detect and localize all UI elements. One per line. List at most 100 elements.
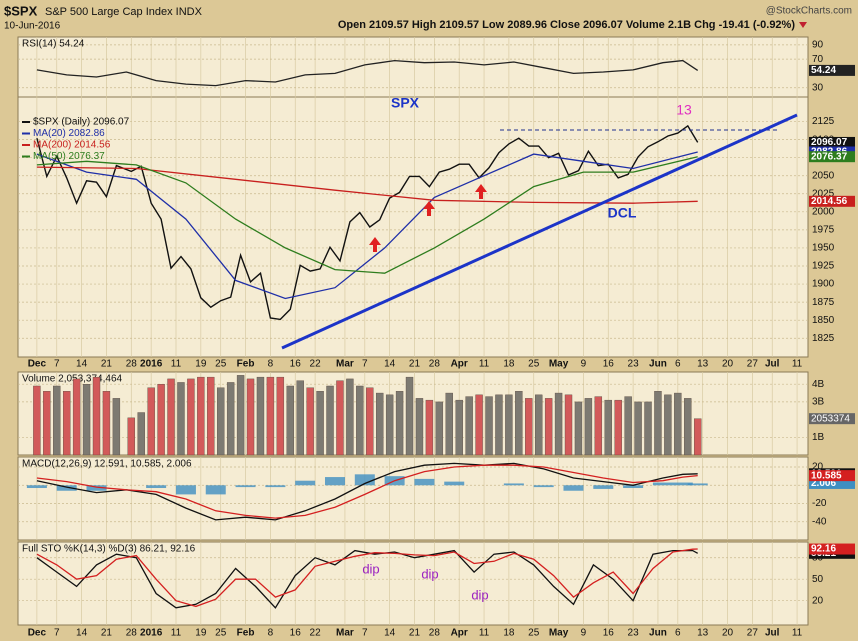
volume-bar bbox=[157, 384, 165, 456]
x-tick-label: Jun bbox=[649, 628, 667, 639]
x-tick-label: Feb bbox=[237, 628, 255, 639]
value-label: 2053374 bbox=[811, 413, 850, 424]
volume-bar bbox=[316, 391, 324, 456]
panels bbox=[17, 36, 809, 626]
x-tick-label: 16 bbox=[603, 359, 615, 370]
y-tick-label: 1850 bbox=[812, 315, 835, 326]
volume-bar bbox=[92, 376, 101, 456]
value-label: 2014.56 bbox=[811, 196, 848, 207]
volume-bar bbox=[405, 376, 414, 456]
series-line bbox=[36, 156, 698, 274]
volume-bar bbox=[266, 376, 275, 456]
histogram-bar bbox=[56, 485, 77, 491]
volume-bar bbox=[594, 396, 603, 456]
x-tick-label: 2016 bbox=[140, 359, 163, 370]
value-box bbox=[809, 477, 855, 489]
annotation: dip bbox=[362, 561, 379, 576]
x-tick-label: 9 bbox=[581, 359, 587, 370]
y-tick-label: 1900 bbox=[812, 279, 835, 290]
volume-bar bbox=[654, 391, 662, 456]
volume-bar bbox=[634, 401, 642, 456]
x-tick-label: 19 bbox=[195, 359, 207, 370]
histogram-bar bbox=[295, 480, 316, 486]
date: 10-Jun-2016 bbox=[4, 21, 61, 32]
legend-entry: MA(200) 2014.56 bbox=[33, 140, 111, 151]
x-tick-label: 27 bbox=[747, 359, 759, 370]
volume-bar bbox=[465, 396, 473, 456]
histogram-bar bbox=[414, 478, 435, 486]
x-tick-label: Dec bbox=[28, 359, 47, 370]
annotation: 13 bbox=[676, 102, 692, 118]
x-tick-label: 19 bbox=[195, 628, 207, 639]
volume-bar bbox=[455, 399, 463, 456]
histogram-bar bbox=[235, 485, 256, 488]
y-tick-label: 1825 bbox=[812, 333, 835, 344]
volume-bar bbox=[366, 387, 374, 456]
volume-bar bbox=[62, 391, 71, 456]
value-box bbox=[809, 136, 855, 148]
x-tick-label: Apr bbox=[451, 359, 468, 370]
x-tick-label: Feb bbox=[237, 359, 255, 370]
x-tick-label: 16 bbox=[603, 628, 615, 639]
volume-bar bbox=[246, 378, 255, 456]
volume-bar bbox=[425, 399, 434, 456]
trend-line bbox=[281, 113, 798, 350]
y-tick-label: -40 bbox=[812, 516, 827, 527]
annotation-layer: SPX 13 DCL dip dip dip $SPX S&P 500 Larg… bbox=[4, 3, 852, 602]
y-tick-label: 20 bbox=[812, 462, 824, 473]
x-tick-label: Dec bbox=[28, 628, 47, 639]
arrow bbox=[369, 237, 381, 252]
volume-bar bbox=[82, 384, 91, 456]
x-tick-label: 27 bbox=[747, 628, 759, 639]
x-tick-label: 14 bbox=[384, 359, 396, 370]
histogram-bar bbox=[687, 483, 708, 486]
volume-bar bbox=[296, 380, 304, 456]
value-box bbox=[809, 470, 855, 482]
x-tick-label: 11 bbox=[792, 628, 803, 639]
volume-bar bbox=[475, 394, 483, 456]
symbol-name: S&P 500 Large Cap Index INDX bbox=[45, 6, 203, 18]
histogram-bar bbox=[623, 485, 644, 489]
x-tick-label: 20 bbox=[722, 359, 734, 370]
x-tick-label: 14 bbox=[76, 628, 88, 639]
x-tick-label: 20 bbox=[722, 628, 734, 639]
x-tick-label: 16 bbox=[290, 359, 302, 370]
x-tick-label: 11 bbox=[479, 628, 490, 639]
volume-bar bbox=[346, 378, 354, 456]
volume-bar bbox=[535, 394, 543, 456]
volume-bar bbox=[226, 382, 235, 456]
volume-bar bbox=[167, 378, 175, 456]
x-tick-label: May bbox=[549, 359, 569, 370]
panel-label: RSI(14) 54.24 bbox=[22, 39, 85, 50]
watermark: @StockCharts.com bbox=[766, 6, 852, 17]
volume-bar bbox=[495, 394, 503, 456]
arrow bbox=[475, 184, 487, 199]
y-tick-label: 20 bbox=[812, 595, 824, 606]
histogram-bar bbox=[354, 474, 375, 486]
volume-bar bbox=[664, 394, 672, 456]
value-label: 92.16 bbox=[811, 544, 836, 555]
value-label: 10.585 bbox=[811, 470, 842, 481]
volume-bar bbox=[544, 398, 553, 456]
panel-label: Volume 2,053,374,464 bbox=[22, 374, 123, 385]
annotation: dip bbox=[421, 566, 438, 581]
volume-bar bbox=[684, 398, 692, 456]
x-tick-label: 22 bbox=[310, 359, 322, 370]
x-tick-label: 28 bbox=[126, 359, 138, 370]
volume-bar bbox=[256, 376, 265, 456]
y-tick-label: 70 bbox=[812, 54, 824, 65]
down-icon bbox=[799, 22, 807, 28]
y-tick-label: -20 bbox=[812, 498, 827, 509]
x-tick-label: 18 bbox=[503, 359, 515, 370]
x-tick-label: 11 bbox=[479, 359, 490, 370]
plot-layer: DecDec7714142121282820162016111119192525… bbox=[18, 37, 855, 639]
volume-bar bbox=[197, 376, 205, 456]
volume-bar bbox=[306, 387, 314, 456]
macd-panel bbox=[17, 456, 809, 541]
x-tick-label: 21 bbox=[101, 359, 113, 370]
volume-bar bbox=[53, 385, 61, 456]
series-line bbox=[36, 548, 698, 608]
x-tick-label: 11 bbox=[171, 359, 182, 370]
value-label: 2.006 bbox=[811, 478, 836, 489]
value-box bbox=[809, 64, 855, 76]
